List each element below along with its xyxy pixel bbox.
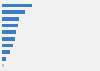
Bar	[2, 44, 13, 47]
Bar	[2, 30, 16, 34]
Bar	[2, 17, 19, 21]
Bar	[2, 24, 18, 27]
Bar	[2, 37, 15, 41]
Bar	[2, 64, 4, 67]
Bar	[2, 10, 24, 14]
Bar	[2, 50, 10, 54]
Bar	[2, 4, 32, 7]
Bar	[2, 57, 6, 61]
